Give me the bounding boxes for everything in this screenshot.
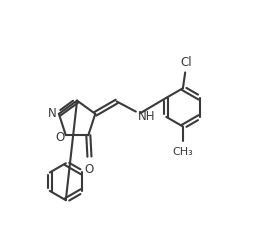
Text: NH: NH (138, 110, 155, 123)
Text: CH₃: CH₃ (173, 146, 193, 156)
Text: N: N (48, 107, 57, 120)
Text: O: O (55, 130, 64, 143)
Text: O: O (85, 163, 94, 175)
Text: Cl: Cl (180, 56, 192, 69)
